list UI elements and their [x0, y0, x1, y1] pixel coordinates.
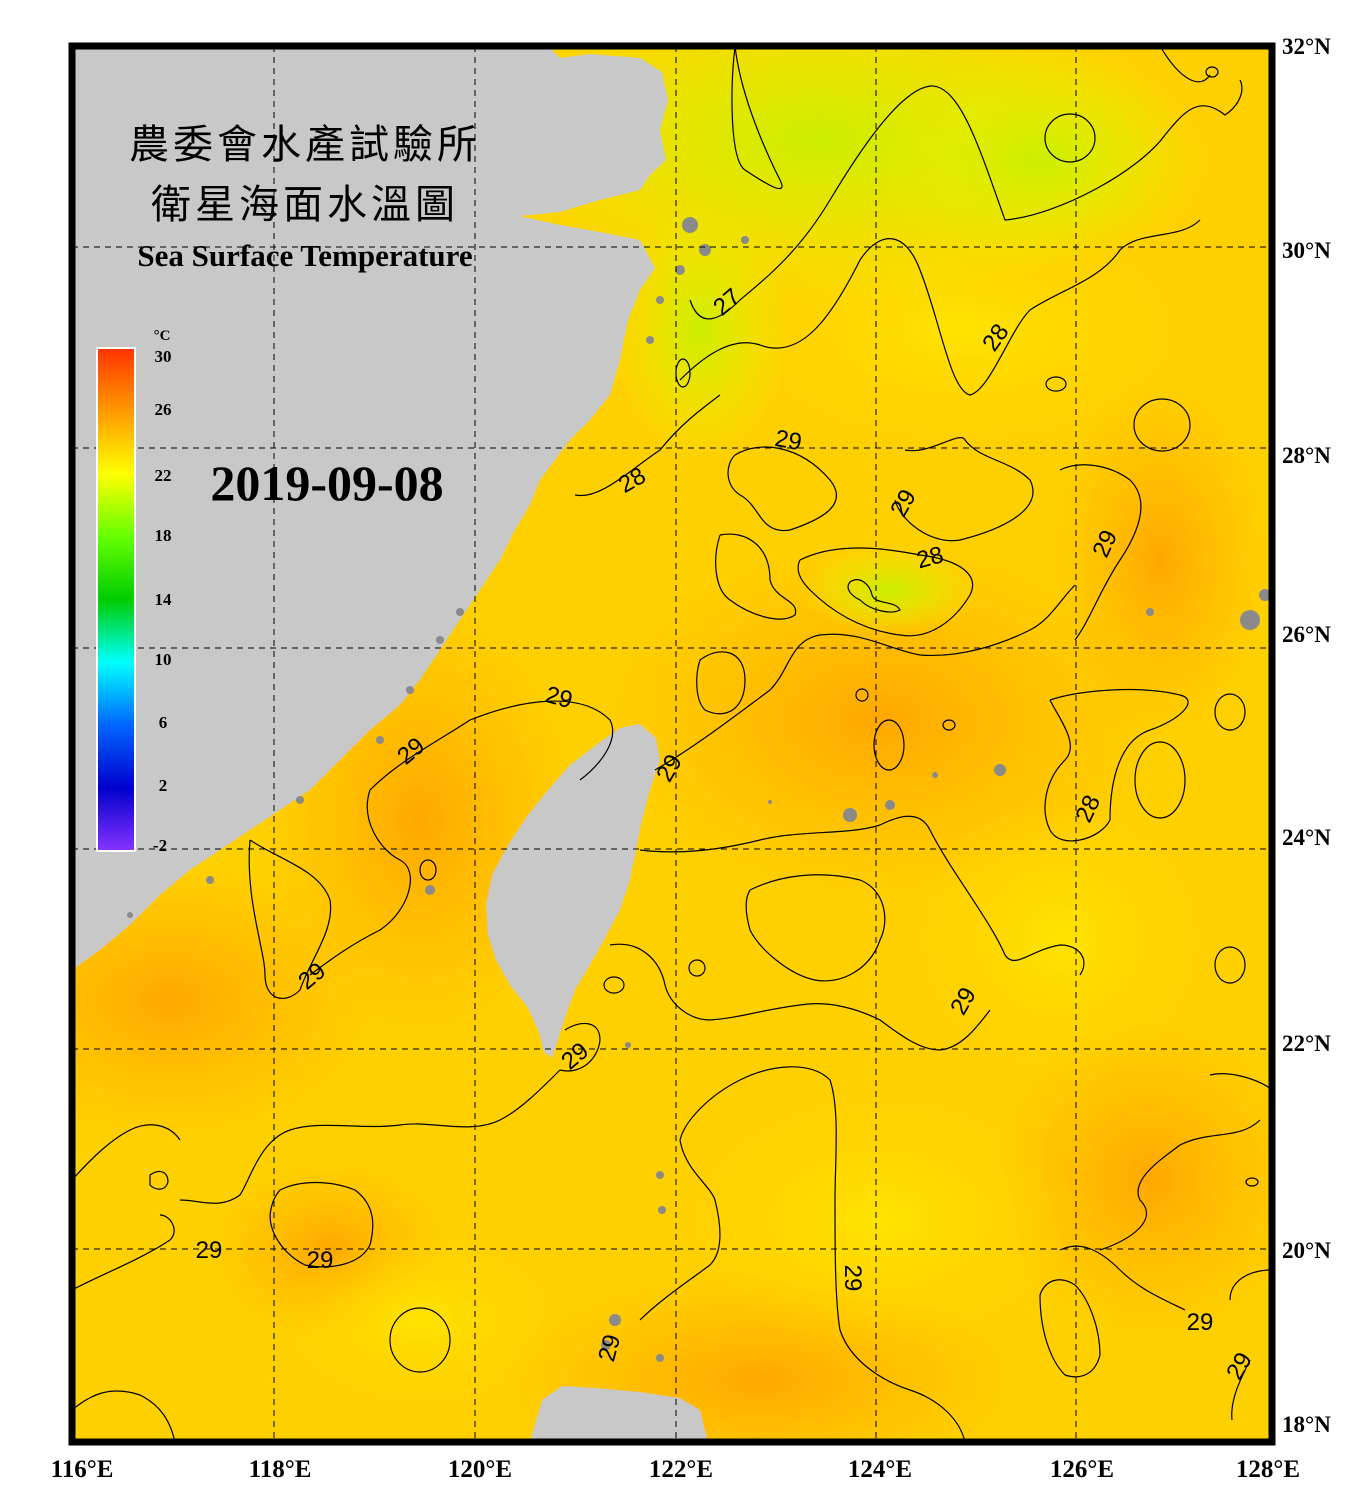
latitude-label: 24°N	[1282, 825, 1331, 850]
title-chinese-line1: 農委會水產試驗所	[129, 122, 481, 168]
latitude-axis: 32°N 30°N 28°N 26°N 24°N 22°N 20°N 18°N	[1282, 34, 1331, 1437]
taiwan-island	[486, 724, 660, 1058]
isotherm-lines	[72, 46, 1272, 1442]
latitude-label: 20°N	[1282, 1238, 1331, 1263]
longitude-label: 122°E	[649, 1456, 713, 1483]
title-english: Sea Surface Temperature	[137, 238, 472, 273]
luzon-island	[530, 1386, 708, 1442]
longitude-label: 126°E	[1050, 1456, 1114, 1483]
legend-tick: 2	[159, 776, 168, 795]
legend-unit: °C	[154, 328, 171, 344]
legend-tick: -2	[153, 836, 167, 855]
contour-label: 29	[839, 1265, 866, 1292]
legend-tick: 18	[155, 526, 172, 545]
map-frame	[68, 42, 1276, 1446]
contour-label: 29	[196, 1237, 223, 1264]
longitude-label: 128°E	[1236, 1456, 1300, 1483]
legend-tick: 6	[159, 713, 168, 732]
latitude-label: 22°N	[1282, 1031, 1331, 1056]
graticule-grid	[72, 46, 1272, 1442]
contour-label: 29	[307, 1247, 334, 1274]
small-islands	[127, 217, 1271, 1362]
legend-tick: 26	[155, 400, 172, 419]
latitude-label: 28°N	[1282, 443, 1331, 468]
legend-tick: 14	[155, 590, 173, 609]
contour-label: 29	[773, 425, 804, 456]
longitude-label: 118°E	[249, 1456, 312, 1483]
longitude-label: 116°E	[51, 1456, 114, 1483]
longitude-label: 120°E	[448, 1456, 512, 1483]
mainland-china-land	[72, 46, 668, 970]
legend-tick: 10	[155, 650, 172, 669]
map-date: 2019-09-08	[210, 455, 443, 511]
latitude-label: 30°N	[1282, 238, 1331, 263]
temperature-legend: °C 30 26 22 18 14 10 6 2 -2	[96, 328, 173, 855]
latitude-label: 32°N	[1282, 34, 1331, 59]
longitude-label: 124°E	[848, 1456, 912, 1483]
legend-tick: 22	[155, 466, 172, 485]
legend-tick: 30	[155, 347, 172, 366]
latitude-label: 18°N	[1282, 1412, 1331, 1437]
title-chinese-line2: 衛星海面水溫圖	[151, 182, 459, 228]
contour-label: 29	[1187, 1309, 1214, 1336]
latitude-label: 26°N	[1282, 622, 1331, 647]
longitude-axis: 116°E 118°E 120°E 122°E 124°E 126°E 128°…	[51, 1456, 1300, 1483]
